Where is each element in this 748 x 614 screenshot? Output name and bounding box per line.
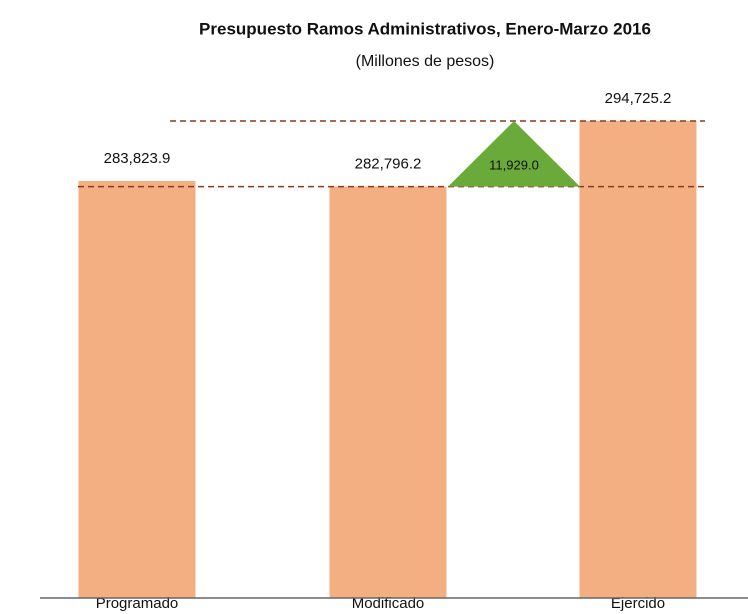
difference-triangle <box>448 121 580 187</box>
chart-subtitle: (Millones de pesos) <box>356 53 495 70</box>
value-label: 282,796.2 <box>355 156 422 173</box>
value-label: 283,823.9 <box>104 150 171 167</box>
bar <box>329 186 447 598</box>
x-tick-label: Ejercido <box>611 595 665 612</box>
bar <box>78 180 196 598</box>
chart-title: Presupuesto Ramos Administrativos, Enero… <box>199 19 651 38</box>
x-tick-label: Programado <box>96 595 179 612</box>
x-tick-label: Modificado <box>352 595 425 612</box>
value-label: 294,725.2 <box>605 90 672 107</box>
bar <box>579 121 697 598</box>
difference-label: 11,929.0 <box>489 157 539 172</box>
